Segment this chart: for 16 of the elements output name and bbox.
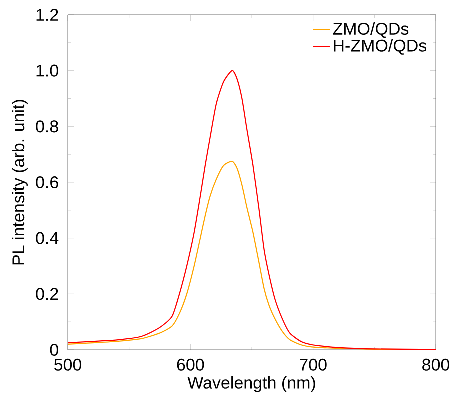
legend-label: ZMO/QDs bbox=[333, 22, 409, 38]
y-tick-label: 1.0 bbox=[36, 64, 58, 77]
y-tick-label: 0 bbox=[50, 344, 58, 356]
y-tick-label: 0.2 bbox=[36, 288, 58, 300]
x-tick-label: 700 bbox=[300, 358, 327, 371]
y-tick-label: 0.4 bbox=[36, 232, 59, 244]
y-tick-label: 0.6 bbox=[36, 176, 58, 189]
y-tick-label: 0.8 bbox=[36, 120, 58, 133]
x-tick-label: 600 bbox=[177, 358, 204, 371]
x-tick-label: 500 bbox=[54, 358, 82, 371]
y-tick-label: 1.2 bbox=[36, 9, 58, 21]
x-axis-title: Wavelength (nm) bbox=[188, 376, 316, 392]
legend-label: H-ZMO/QDs bbox=[334, 39, 427, 55]
x-tick-label: 800 bbox=[422, 358, 450, 371]
y-axis-title: PL intensity (arb. unit) bbox=[12, 100, 28, 265]
line-series bbox=[68, 70, 436, 350]
